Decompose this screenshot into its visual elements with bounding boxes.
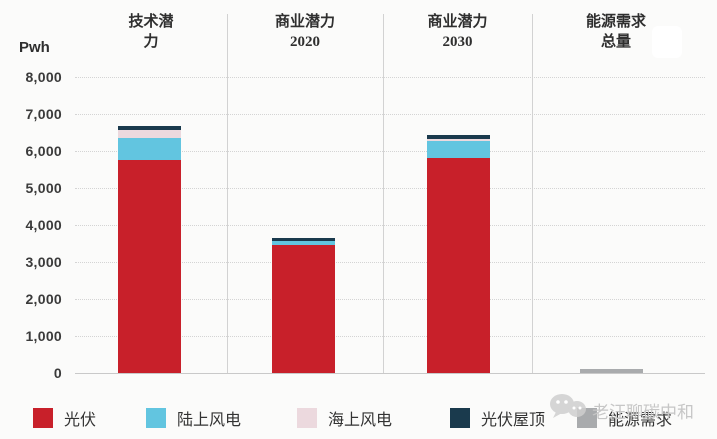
gridline xyxy=(75,151,705,152)
bar-segment-陆上风电 xyxy=(117,138,181,161)
pv-color-swatch xyxy=(33,408,53,428)
y-tick-label: 7,000 xyxy=(25,106,62,122)
gridline xyxy=(75,114,705,115)
column-header-energy-demand: 能源需求 总量 xyxy=(532,12,700,53)
legend-item-offshore-wind: 海上风电 xyxy=(297,406,392,430)
bar-segment-光伏屋顶 xyxy=(426,135,490,140)
bar-segment-光伏屋顶 xyxy=(271,238,335,242)
x-axis-baseline xyxy=(75,373,705,374)
legend-item-pv-rooftop: 光伏屋顶 xyxy=(450,406,545,430)
bar-segment-光伏屋顶 xyxy=(117,125,181,130)
legend-item-energy-demand: 能源需求 xyxy=(577,406,672,430)
y-tick-label: 3,000 xyxy=(25,254,62,270)
column-separator xyxy=(227,14,228,373)
column-header-line: 2020 xyxy=(290,34,320,51)
pv-rooftop-color-swatch xyxy=(450,408,470,428)
y-tick-label: 1,000 xyxy=(25,328,62,344)
column-header-line: 商业潜力 xyxy=(427,14,488,30)
column-header-technical-potential: 技术潜 力 xyxy=(75,12,227,53)
legend-label: 海上风电 xyxy=(328,412,393,429)
bar-segment-陆上风电 xyxy=(271,241,335,246)
bar-segment-能源需求 xyxy=(579,368,643,373)
energy-demand-color-swatch xyxy=(577,408,597,428)
column-header-line: 力 xyxy=(143,34,159,51)
column-header-line: 总量 xyxy=(600,34,631,51)
y-tick-label: 2,000 xyxy=(25,291,62,307)
y-tick-label: 4,000 xyxy=(25,217,62,233)
column-header-commercial-2030: 商业潜力 2030 xyxy=(383,12,532,53)
legend-item-pv: 光伏 xyxy=(33,406,96,430)
legend: 光伏 陆上风电 海上风电 光伏屋顶 能源需求 xyxy=(0,406,717,436)
bar-segment-海上风电 xyxy=(426,139,490,141)
column-header-line: 技术潜 xyxy=(128,14,174,30)
column-header-commercial-2020: 商业潜力 2020 xyxy=(227,12,383,53)
y-axis-unit-label: Pwh xyxy=(19,39,50,56)
gridline xyxy=(75,262,705,263)
offshore-wind-color-swatch xyxy=(297,408,317,428)
y-tick-label: 8,000 xyxy=(25,69,62,85)
bar-segment-光伏 xyxy=(271,245,335,373)
legend-label: 陆上风电 xyxy=(177,412,242,429)
column-separator xyxy=(532,14,533,373)
column-header-line: 2030 xyxy=(442,34,473,51)
gridline xyxy=(75,336,705,337)
onshore-wind-color-swatch xyxy=(146,408,166,428)
legend-label: 光伏屋顶 xyxy=(481,412,546,429)
gridline xyxy=(75,77,705,78)
bar-segment-陆上风电 xyxy=(426,139,490,159)
y-tick-label: 0 xyxy=(53,365,62,381)
column-header-line: 商业潜力 xyxy=(274,14,335,30)
gridline xyxy=(75,225,705,226)
bar-segment-海上风电 xyxy=(117,129,181,139)
gridline xyxy=(75,299,705,300)
blank-patch xyxy=(652,26,682,58)
legend-item-onshore-wind: 陆上风电 xyxy=(146,406,241,430)
column-separator xyxy=(383,14,384,373)
bar-segment-光伏 xyxy=(426,158,490,373)
gridline xyxy=(75,188,705,189)
legend-label: 能源需求 xyxy=(608,412,673,429)
legend-label: 光伏 xyxy=(64,412,97,429)
y-tick-label: 6,000 xyxy=(25,143,62,159)
y-tick-label: 5,000 xyxy=(25,180,62,196)
column-header-line: 能源需求 xyxy=(585,14,646,30)
bar-segment-光伏 xyxy=(117,160,181,373)
